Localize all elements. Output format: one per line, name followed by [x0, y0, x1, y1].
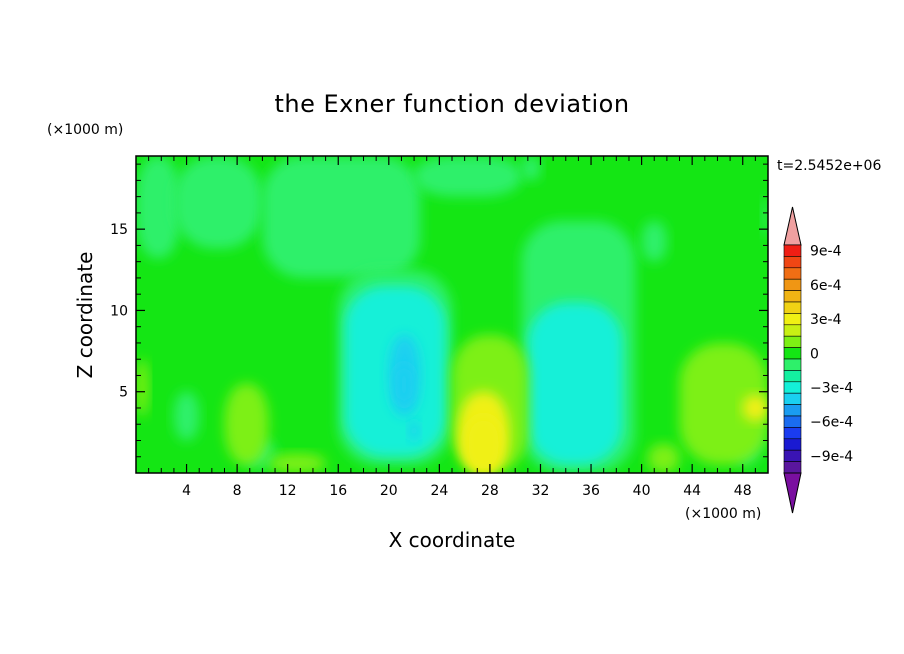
- colorbar-tick-label: −6e-4: [810, 415, 853, 431]
- y-tick-label: 10: [110, 303, 128, 319]
- x-tick-label: 16: [329, 483, 347, 499]
- colorbar-tick-label: −3e-4: [810, 381, 853, 397]
- colorbar-overflow-low: [783, 472, 802, 514]
- colorbar-tick-label: 0: [810, 346, 819, 362]
- x-tick-label: 48: [734, 483, 752, 499]
- contour-region: [173, 391, 200, 441]
- contour-region: [262, 156, 421, 278]
- colorbar-swatch: [783, 461, 802, 474]
- colorbar-swatch: [783, 244, 802, 257]
- colorbar-swatch: [783, 415, 802, 428]
- colorbar: 9e-4 6e-4 3e-4 0 −3e-4 −6e-4 −9e-4: [783, 206, 853, 514]
- contour-field: [136, 156, 768, 473]
- x-tick-label: 40: [633, 483, 651, 499]
- colorbar-tick-label: 3e-4: [810, 312, 842, 328]
- contour-region: [527, 302, 623, 465]
- contour-region: [268, 453, 326, 473]
- time-label: t=2.5452e+06: [777, 158, 881, 174]
- contour-region: [641, 221, 667, 262]
- contour-region: [679, 342, 768, 465]
- contour-region: [395, 364, 413, 405]
- contour-region: [761, 196, 768, 238]
- contour-region: [647, 443, 680, 473]
- x-tick-label: 8: [233, 483, 242, 499]
- contour-region: [136, 359, 149, 417]
- y-axis-label: Z coordinate: [73, 252, 97, 379]
- colorbar-swatch: [783, 381, 802, 394]
- contour-region: [414, 156, 522, 197]
- colorbar-swatch: [783, 358, 802, 371]
- y-unit-label: (×1000 m): [47, 122, 123, 138]
- x-tick-label: 4: [182, 483, 191, 499]
- colorbar-swatch: [783, 313, 802, 326]
- contour-region: [224, 383, 269, 465]
- x-tick-label: 44: [683, 483, 701, 499]
- colorbar-swatch: [783, 278, 802, 291]
- colorbar-tick-label: 6e-4: [810, 278, 842, 294]
- colorbar-swatch: [783, 347, 802, 360]
- colorbar-swatch: [783, 267, 802, 280]
- contour-region: [464, 416, 503, 473]
- contour-region: [136, 156, 181, 259]
- colorbar-swatch: [783, 301, 802, 314]
- y-tick-label: 15: [110, 222, 128, 238]
- x-tick-label: 24: [430, 483, 448, 499]
- chart-title: the Exner function deviation: [274, 90, 629, 118]
- contour-region: [173, 156, 263, 249]
- x-tick-label: 28: [481, 483, 499, 499]
- x-unit-label: (×1000 m): [685, 506, 761, 522]
- colorbar-overflow-high: [783, 206, 802, 246]
- x-tick-label: 20: [380, 483, 398, 499]
- colorbar-swatch: [783, 335, 802, 348]
- colorbar-swatch: [783, 392, 802, 405]
- colorbar-swatch: [783, 256, 802, 269]
- contour-region: [521, 156, 541, 181]
- colorbar-tick-label: 9e-4: [810, 244, 842, 260]
- colorbar-swatch: [783, 324, 802, 337]
- contour-region: [742, 394, 768, 421]
- colorbar-swatch: [783, 404, 802, 417]
- colorbar-swatch: [783, 427, 802, 440]
- contour-region: [409, 420, 420, 441]
- x-tick-label: 12: [279, 483, 297, 499]
- colorbar-swatch: [783, 290, 802, 303]
- colorbar-swatch: [783, 449, 802, 462]
- x-tick-label: 36: [582, 483, 600, 499]
- colorbar-swatch: [783, 370, 802, 383]
- x-tick-label: 32: [532, 483, 550, 499]
- colorbar-swatch: [783, 438, 802, 451]
- y-tick-label: 5: [119, 385, 128, 401]
- x-axis-label: X coordinate: [389, 528, 516, 552]
- colorbar-tick-label: −9e-4: [810, 449, 853, 465]
